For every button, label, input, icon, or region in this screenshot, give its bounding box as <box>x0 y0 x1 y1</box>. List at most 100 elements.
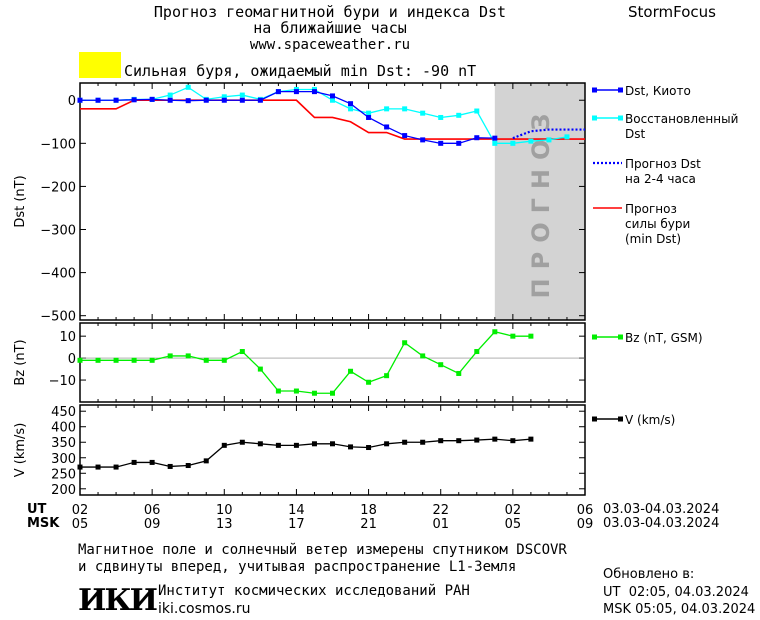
ut-axis-label: UT <box>27 502 47 517</box>
restored-dst-point-5 <box>167 92 173 98</box>
bz-point-10 <box>257 366 263 372</box>
site-url[interactable]: www.spaceweather.ru <box>249 37 411 53</box>
x-tick-label-ut-2: 10 <box>216 503 233 518</box>
v-point-5 <box>167 463 173 469</box>
v-point-4 <box>149 459 155 465</box>
y-axis-label-1: Bz (nT) <box>13 339 28 385</box>
bz-point-16 <box>366 379 372 385</box>
restored-dst-point-17 <box>384 106 390 112</box>
bz-point-20 <box>438 362 444 368</box>
ut-date-range: 03.03-04.03.2024 <box>603 502 720 517</box>
legend-bz-swatch-marker-r <box>618 334 623 340</box>
y-tick-label-2-250: 250 <box>51 467 76 482</box>
legend-restored-swatch-marker-l <box>592 115 597 121</box>
legend-bz: Bz (nT, GSM) <box>625 331 703 345</box>
restored-dst-point-26 <box>546 137 552 143</box>
legend-restored-swatch-marker-r <box>618 115 623 121</box>
dst-kyoto-point-23 <box>492 135 498 141</box>
legend-restored-2: Dst <box>625 127 646 141</box>
bz-point-5 <box>167 353 173 359</box>
bz-point-13 <box>311 390 317 396</box>
dst-kyoto-point-16 <box>366 114 372 120</box>
dst-kyoto-point-20 <box>438 140 444 146</box>
restored-dst-line <box>80 86 568 144</box>
bz-point-24 <box>510 333 516 339</box>
legend-storm-1: Прогноз <box>625 202 677 216</box>
alert-color-box <box>79 52 121 78</box>
y-axis-label-0: Dst (nT) <box>13 175 28 227</box>
alert-text: Сильная буря, ожидаемый min Dst: -90 nT <box>124 62 477 80</box>
dst-kyoto-point-15 <box>348 101 354 107</box>
x-tick-label-msk-6: 05 <box>505 517 522 532</box>
v-point-16 <box>366 445 372 451</box>
v-point-25 <box>528 436 534 442</box>
msk-axis-label: MSK <box>27 516 60 531</box>
v-point-23 <box>492 436 498 442</box>
x-tick-label-ut-1: 06 <box>144 503 161 518</box>
restored-dst-point-9 <box>239 92 245 98</box>
v-point-8 <box>221 442 227 448</box>
v-point-0 <box>77 464 83 470</box>
v-point-11 <box>275 442 281 448</box>
forecast-watermark: ПРОГНОЗ <box>527 105 555 299</box>
dst-kyoto-point-2 <box>113 97 119 103</box>
x-tick-label-msk-0: 05 <box>72 517 89 532</box>
legend-restored-1: Восстановленный <box>625 112 739 126</box>
x-tick-label-msk-3: 17 <box>288 517 305 532</box>
v-point-9 <box>239 439 245 445</box>
x-tick-label-msk-4: 21 <box>360 517 377 532</box>
legend-v: V (km/s) <box>625 413 676 427</box>
y-tick-label-0--500: −500 <box>40 310 76 325</box>
x-tick-label-msk-7: 09 <box>577 517 594 532</box>
legend-dst-kyoto: Dst, Киото <box>625 84 691 98</box>
y-tick-label-0--300: −300 <box>40 224 76 239</box>
updated-label: Обновлено в: <box>603 567 695 582</box>
legend-v-swatch-marker-r <box>618 416 623 422</box>
dst-kyoto-point-10 <box>257 97 263 103</box>
bz-point-6 <box>185 353 191 359</box>
dst-kyoto-point-22 <box>474 135 480 141</box>
bz-point-17 <box>384 373 390 379</box>
y-tick-label-2-400: 400 <box>51 421 76 436</box>
v-line <box>80 438 531 468</box>
dst-kyoto-point-0 <box>77 97 83 103</box>
v-point-22 <box>474 437 480 443</box>
dst-kyoto-point-6 <box>185 98 191 104</box>
restored-dst-point-15 <box>348 106 354 112</box>
bz-point-3 <box>131 357 137 363</box>
v-point-2 <box>113 464 119 470</box>
v-point-3 <box>131 459 137 465</box>
dst-kyoto-point-1 <box>95 97 101 103</box>
v-point-10 <box>257 441 263 447</box>
restored-dst-point-16 <box>366 110 372 116</box>
institute-site[interactable]: iki.cosmos.ru <box>158 601 251 617</box>
bz-point-22 <box>474 349 480 355</box>
bz-point-21 <box>456 370 462 376</box>
bz-point-9 <box>239 349 245 355</box>
restored-dst-point-19 <box>420 110 426 116</box>
bz-line <box>80 331 531 394</box>
v-point-19 <box>420 439 426 445</box>
note-line-1: Магнитное поле и солнечный ветер измерен… <box>78 542 567 558</box>
restored-dst-point-8 <box>221 94 227 100</box>
dst-kyoto-point-5 <box>167 97 173 103</box>
iki-logo: ИКИ <box>78 583 158 618</box>
v-point-13 <box>311 441 317 447</box>
legend-forecast-1: Прогноз Dst <box>625 157 701 171</box>
dst-kyoto-point-18 <box>402 133 408 139</box>
bz-point-11 <box>275 388 281 394</box>
restored-dst-point-14 <box>330 97 335 103</box>
dst-kyoto-point-12 <box>293 89 299 95</box>
dst-kyoto-point-17 <box>384 124 390 130</box>
v-point-12 <box>293 442 299 448</box>
y-tick-label-0--400: −400 <box>40 267 76 282</box>
y-axis-label-2: V (km/s) <box>13 423 28 478</box>
dst-kyoto-point-19 <box>420 137 426 143</box>
dst-kyoto-point-21 <box>456 140 462 146</box>
restored-dst-point-25 <box>528 138 534 144</box>
bz-point-2 <box>113 357 119 363</box>
dst-kyoto-line <box>80 90 495 144</box>
note-line-2: и сдвинуты вперед, учитывая распростране… <box>78 559 517 575</box>
x-tick-label-msk-2: 13 <box>216 517 233 532</box>
v-point-21 <box>456 438 462 444</box>
